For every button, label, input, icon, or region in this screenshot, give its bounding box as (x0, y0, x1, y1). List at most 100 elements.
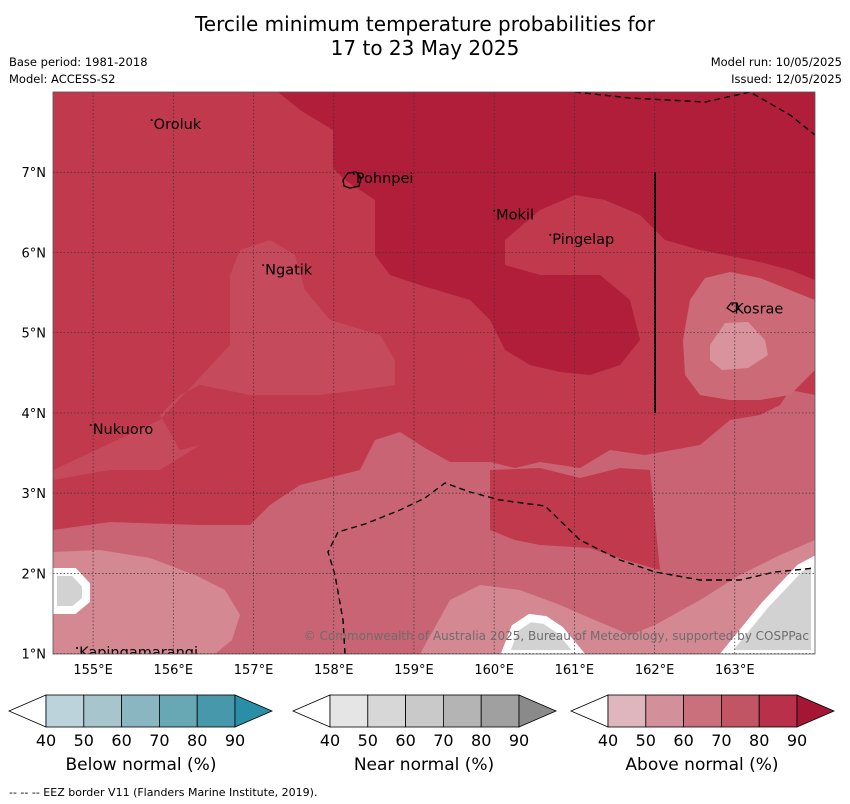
title-line-1: Tercile minimum temperature probabilitie… (194, 12, 656, 36)
issued-date: Issued: 12/05/2025 (731, 72, 842, 86)
title-line-2: 17 to 23 May 2025 (330, 36, 520, 60)
colorbar-tick: 50 (74, 731, 94, 750)
colorbar-tick: 90 (787, 731, 807, 750)
pohnpei-island-outline (342, 171, 362, 189)
place-pingelap: Pingelap (549, 232, 614, 248)
colorbar-tick: 70 (149, 731, 169, 750)
lon-tick-label: 159°E (394, 663, 434, 678)
kosrae-island-outline (726, 302, 740, 313)
colorbar-tick: 80 (471, 731, 491, 750)
near-normal-west (53, 568, 90, 614)
colorbar-segment (758, 694, 798, 728)
place-ngatik: Ngatik (262, 262, 313, 278)
graticule (53, 92, 815, 654)
colorbar-label-below: Below normal (%) (65, 755, 217, 775)
lon-tick-label: 160°E (474, 663, 514, 678)
place-kapingamarangi: Kapingamarangi (76, 645, 198, 661)
base-period: Base period: 1981-2018 (9, 55, 148, 69)
shade-60-70-south (53, 390, 815, 654)
near-normal-east (719, 555, 815, 654)
lat-tick-label: 6°N (22, 246, 47, 261)
model-name: Model: ACCESS-S2 (9, 72, 116, 86)
lon-tick-label: 162°E (635, 663, 675, 678)
colorbars: 40 50 60 70 80 90 40 50 60 70 80 90 40 50 60 70 80 90 (7, 694, 836, 750)
place-marker (89, 423, 92, 426)
colorbar-segment (442, 694, 482, 728)
place-marker (549, 233, 552, 236)
colorbar-segment (83, 694, 123, 728)
colorbar-tick: 60 (111, 731, 131, 750)
shade-80-90-north (278, 92, 815, 375)
place-name: Oroluk (154, 117, 202, 133)
colorbar-label-above: Above normal (%) (625, 755, 779, 775)
copyright-notice: © Commonwealth of Australia 2025, Bureau… (304, 629, 809, 643)
model-run: Model run: 10/05/2025 (710, 55, 842, 69)
colorbar-extend-high (234, 694, 274, 728)
chart-title: Tercile minimum temperature probabilitie… (0, 12, 850, 60)
colorbar-segment (329, 694, 369, 728)
colorbar-below: 40 50 60 70 80 90 (7, 694, 274, 750)
shade-60-70-ngatik (53, 240, 395, 480)
place-name: Kapingamarangi (79, 645, 198, 661)
colorbar-segment (721, 694, 760, 728)
colorbar-segment (121, 694, 160, 728)
place-name: Pingelap (552, 232, 614, 248)
place-kosrae: Kosrae (731, 302, 783, 318)
colorbar-tick: 70 (433, 731, 453, 750)
colorbar-segment (367, 694, 406, 728)
colorbar-segment (196, 694, 236, 728)
colorbar-above: 40 50 60 70 80 90 (569, 694, 836, 750)
place-marker (731, 303, 734, 306)
colorbar-extend-high (796, 694, 836, 728)
colorbar-tick: 80 (187, 731, 207, 750)
place-name: Nukuoro (93, 422, 154, 438)
colorbar-extend-low (291, 694, 331, 728)
colorbar-tick: 60 (395, 731, 415, 750)
colorbar-near: 40 50 60 70 80 90 (291, 694, 558, 750)
colorbar-segment (405, 694, 444, 728)
colorbar-tick: 60 (673, 731, 693, 750)
lat-tick-label: 2°N (22, 567, 47, 582)
meta-right: Model run: 10/05/2025 Issued: 12/05/2025 (711, 54, 842, 88)
place-marker (262, 264, 265, 267)
colorbar-segment (645, 694, 684, 728)
place-marker (150, 119, 153, 122)
lon-tick-label: 155°E (73, 663, 113, 678)
colorbar-tick: 40 (36, 731, 56, 750)
lat-tick-label: 4°N (22, 407, 47, 422)
place-marker (76, 646, 79, 649)
lon-tick-label: 158°E (314, 663, 354, 678)
colorbar-segment (480, 694, 520, 728)
place-mokil: Mokil (493, 208, 534, 224)
shade-50-60-kosrae (710, 322, 768, 370)
colorbar-tick: 90 (509, 731, 529, 750)
colorbar-tick: 50 (636, 731, 656, 750)
colorbar-tick: 50 (358, 731, 378, 750)
colorbar-label-near: Near normal (%) (353, 755, 495, 775)
colorbar-tick: 40 (320, 731, 340, 750)
lon-tick-label: 157°E (234, 663, 274, 678)
colorbar-segment (158, 694, 198, 728)
place-name: Pohnpei (356, 171, 414, 187)
place-name: Mokil (496, 208, 534, 224)
lat-tick-label: 3°N (22, 487, 47, 502)
place-labels: Oroluk Pohnpei Mokil Pingelap Ngatik Kosrae Nu… (76, 117, 783, 661)
eez-border-south (327, 482, 815, 654)
meta-left: Base period: 1981-2018 Model: ACCESS-S2 (9, 54, 148, 88)
lon-tick-label: 156°E (154, 663, 194, 678)
lat-tick-label: 7°N (22, 166, 47, 181)
place-name: Kosrae (734, 302, 783, 318)
colorbar-tick: 40 (598, 731, 618, 750)
place-oroluk: Oroluk (150, 117, 202, 133)
lon-tick-label: 161°E (555, 663, 595, 678)
eez-border-north (574, 92, 815, 136)
map-frame (52, 91, 816, 655)
place-name: Ngatik (265, 262, 313, 278)
shade-50-60-south (53, 550, 240, 654)
colorbar-segment (45, 694, 85, 728)
eez-footnote: -- -- -- EEZ border V11 (Flanders Marine… (9, 786, 318, 799)
lat-tick-label: 1°N (22, 648, 47, 663)
colorbar-tick: 70 (711, 731, 731, 750)
map-plot-area[interactable]: Oroluk Pohnpei Mokil Pingelap Ngatik Kosrae Nu… (53, 92, 815, 661)
